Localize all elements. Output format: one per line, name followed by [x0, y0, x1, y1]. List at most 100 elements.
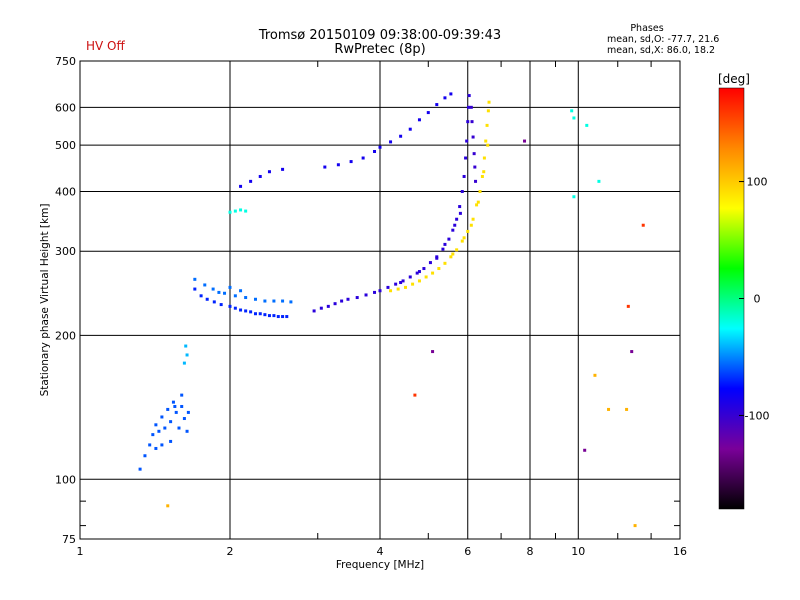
echo-point — [184, 344, 188, 348]
echo-point — [417, 279, 421, 283]
echo-point — [480, 174, 484, 178]
y-tick-label: 600 — [55, 101, 76, 114]
echo-point — [253, 297, 257, 301]
echo-point — [441, 247, 445, 251]
echo-point — [276, 315, 280, 319]
echo-point — [417, 270, 421, 274]
echo-point — [193, 287, 197, 291]
echo-point — [244, 296, 248, 300]
echo-point — [263, 299, 267, 303]
echo-point — [185, 429, 189, 433]
echo-point — [319, 306, 323, 310]
echo-point — [258, 174, 262, 178]
echo-point — [228, 285, 232, 289]
echo-point — [163, 426, 167, 430]
echo-point — [431, 350, 435, 354]
echo-point — [473, 165, 477, 169]
echo-point — [239, 208, 243, 212]
plot-border — [79, 60, 681, 540]
echo-point — [451, 252, 455, 256]
echo-point — [272, 314, 276, 318]
echo-point — [249, 179, 253, 183]
echo-point — [467, 94, 471, 98]
echo-point — [138, 467, 142, 471]
chart-subtitle: RwPretec (8p) — [334, 42, 425, 57]
echo-point — [239, 308, 243, 312]
echo-point — [471, 135, 475, 139]
echo-point — [474, 179, 478, 183]
y-tick-label: 100 — [55, 473, 76, 486]
echo-point — [217, 290, 221, 294]
y-axis-title: Stationary phase Virtual Height [km] — [39, 204, 51, 397]
echo-point — [177, 426, 181, 430]
echo-point — [154, 423, 158, 427]
y-tick-label: 200 — [55, 329, 76, 342]
echo-point — [203, 283, 207, 287]
echo-point — [373, 149, 377, 153]
phase-stats-x: mean, sd,X: 86.0, 18.2 — [607, 45, 715, 56]
x-tick-label: 6 — [464, 545, 471, 558]
axis-ticks — [80, 61, 680, 539]
echo-point — [281, 167, 285, 171]
echo-point — [458, 205, 462, 209]
echo-point — [443, 261, 447, 265]
echo-point — [422, 267, 426, 271]
y-tick-label: 300 — [55, 245, 76, 258]
echo-point — [408, 127, 412, 131]
echo-point — [148, 443, 152, 447]
echo-point — [323, 165, 327, 169]
plot-area — [79, 60, 681, 540]
x-axis-title: Frequency [MHz] — [336, 559, 424, 571]
echo-point — [174, 410, 178, 414]
echo-point — [151, 433, 155, 437]
x-tick-label: 2 — [227, 545, 234, 558]
echo-point — [572, 116, 576, 120]
echo-point — [182, 417, 186, 421]
echo-point — [435, 256, 439, 260]
echo-point — [336, 163, 340, 167]
echo-point — [180, 393, 184, 397]
echo-point — [607, 407, 611, 411]
y-tick-label: 750 — [55, 55, 76, 68]
echo-point — [585, 123, 589, 127]
echo-point — [389, 289, 393, 293]
echo-point — [355, 296, 359, 300]
echo-point — [186, 410, 190, 414]
echo-point — [447, 237, 451, 241]
phase-stats-heading: Phases — [630, 23, 663, 34]
echo-point — [625, 407, 629, 411]
echo-point — [482, 156, 486, 160]
echo-point — [394, 282, 398, 286]
echo-point — [399, 281, 403, 285]
echo-point — [466, 105, 470, 109]
echo-point — [597, 179, 601, 183]
echo-point — [486, 109, 490, 113]
echo-point — [160, 443, 164, 447]
echo-point — [455, 248, 459, 252]
echo-point — [244, 209, 248, 213]
echo-point — [469, 223, 473, 227]
echo-point — [143, 454, 147, 458]
echo-point — [171, 400, 175, 404]
echo-point — [424, 275, 428, 279]
echo-point — [378, 145, 382, 149]
echo-point — [449, 255, 453, 259]
echo-point — [185, 353, 189, 357]
echo-point — [570, 109, 574, 113]
echo-point — [485, 123, 489, 127]
echo-point — [239, 184, 243, 188]
echo-point — [486, 143, 490, 147]
echo-point — [267, 314, 271, 318]
echo-point — [285, 315, 289, 319]
echo-point — [431, 271, 435, 275]
echo-point — [641, 223, 645, 227]
echo-point — [462, 236, 466, 240]
x-tick-label: 4 — [377, 545, 384, 558]
echo-point — [389, 140, 393, 144]
echo-point — [417, 118, 421, 122]
echo-point — [193, 277, 197, 281]
echo-point — [364, 293, 368, 297]
echo-point — [212, 300, 216, 304]
echo-point — [443, 242, 447, 246]
echo-point — [487, 100, 491, 104]
